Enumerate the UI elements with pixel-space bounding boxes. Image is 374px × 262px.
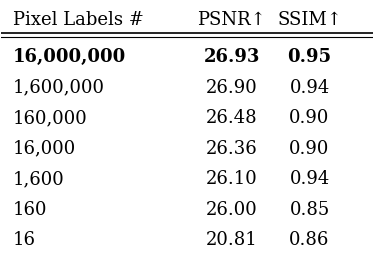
Text: PSNR↑: PSNR↑	[197, 11, 266, 29]
Text: 20.81: 20.81	[206, 231, 257, 249]
Text: 16,000: 16,000	[12, 140, 76, 158]
Text: 26.36: 26.36	[206, 140, 257, 158]
Text: 26.00: 26.00	[206, 201, 257, 219]
Text: 160: 160	[12, 201, 47, 219]
Text: 16,000,000: 16,000,000	[12, 48, 126, 66]
Text: 1,600: 1,600	[12, 170, 64, 188]
Text: 160,000: 160,000	[12, 109, 87, 127]
Text: SSIM↑: SSIM↑	[277, 11, 342, 29]
Text: 26.93: 26.93	[203, 48, 260, 66]
Text: 1,600,000: 1,600,000	[12, 79, 104, 97]
Text: 26.90: 26.90	[206, 79, 257, 97]
Text: Pixel Labels #: Pixel Labels #	[12, 11, 143, 29]
Text: 26.10: 26.10	[206, 170, 257, 188]
Text: 0.94: 0.94	[289, 170, 329, 188]
Text: 0.94: 0.94	[289, 79, 329, 97]
Text: 0.90: 0.90	[289, 140, 330, 158]
Text: 0.85: 0.85	[289, 201, 329, 219]
Text: 0.86: 0.86	[289, 231, 330, 249]
Text: 16: 16	[12, 231, 36, 249]
Text: 0.95: 0.95	[288, 48, 332, 66]
Text: 26.48: 26.48	[206, 109, 257, 127]
Text: 0.90: 0.90	[289, 109, 330, 127]
